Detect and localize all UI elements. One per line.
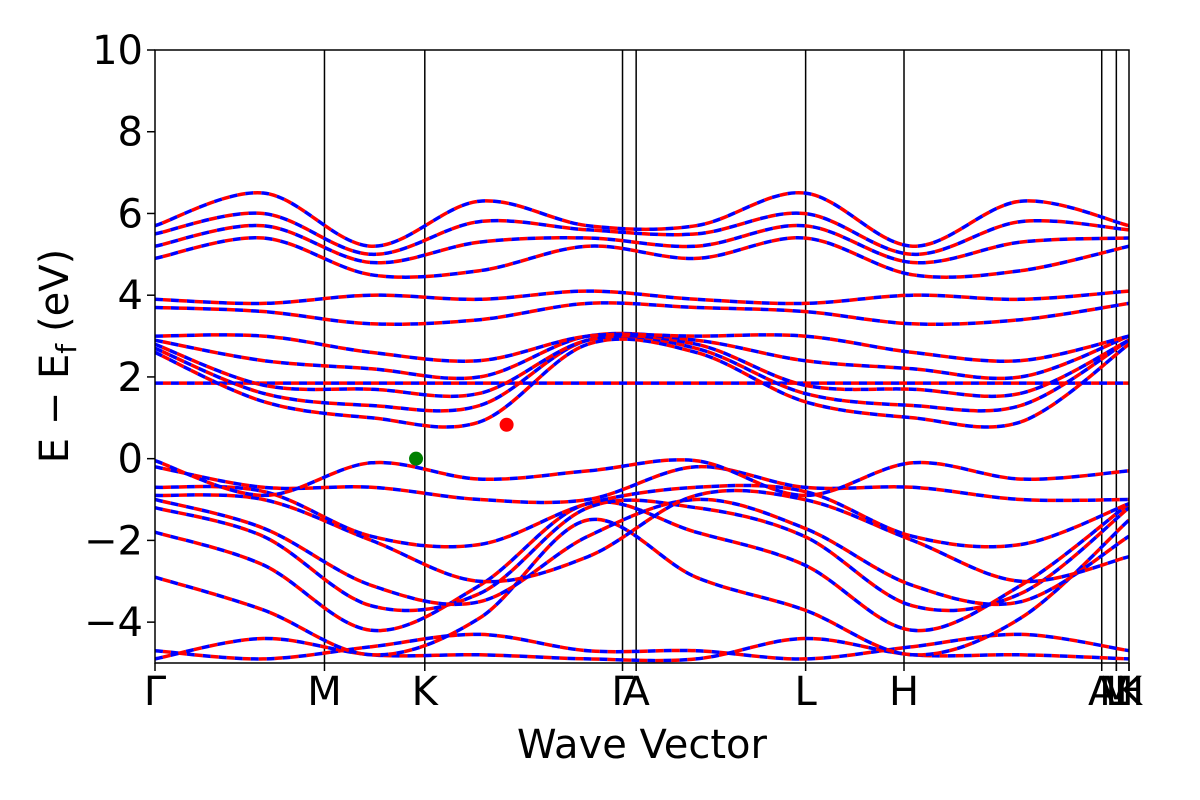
x-tick-label: L (794, 669, 817, 715)
band-line-blue (155, 497, 1129, 607)
band-line-red (155, 223, 1129, 265)
band-line-blue (155, 236, 1129, 279)
band-line-red (155, 498, 1129, 613)
y-tick-label: 10 (92, 28, 143, 74)
x-tick-label: K (412, 669, 440, 715)
band-line-red (155, 332, 1129, 363)
y-axis-ticks: −4 −2 0 2 4 6 8 10 (84, 28, 155, 646)
band-line-red (155, 301, 1129, 326)
extrema-markers (409, 417, 514, 466)
band-line-blue (155, 211, 1129, 257)
band-line-blue (155, 289, 1129, 306)
y-tick-label: 8 (118, 110, 143, 156)
x-tick-label: H (1114, 669, 1144, 715)
band-line-blue (155, 483, 1129, 549)
band-line-blue (155, 301, 1129, 326)
band-line-blue (155, 632, 1129, 661)
y-tick-label: 6 (118, 191, 143, 237)
band-line-red (155, 488, 1129, 584)
y-axis-title-main: E − E (32, 354, 78, 464)
band-line-red (155, 289, 1129, 306)
x-tick-label: K (1116, 669, 1144, 715)
x-tick-label: Γ (611, 669, 634, 715)
band-line-blue (155, 223, 1129, 265)
band-line-red (155, 465, 1129, 505)
band-line-blue (155, 488, 1129, 584)
svg-text:E − Ef(eV): E − Ef (eV) (32, 249, 83, 464)
band-line-blue (155, 498, 1129, 613)
kpoint-divider-lines (323, 50, 1118, 663)
band-line-red (155, 500, 1129, 633)
x-tick-label: L (1105, 669, 1128, 715)
band-line-blue (155, 465, 1129, 505)
band-line-blue (155, 334, 1129, 399)
band-line-red (155, 334, 1129, 399)
y-axis-title-subscript: f (50, 343, 83, 354)
band-line-blue (155, 636, 1129, 663)
plot-background (155, 50, 1129, 663)
x-tick-label: M (1099, 669, 1134, 715)
x-tick-label: M (307, 669, 342, 715)
y-tick-label: 2 (118, 355, 143, 401)
band-line-red (155, 517, 1129, 657)
band-line-red (155, 458, 1129, 498)
x-axis-title: Wave Vector (517, 722, 768, 768)
y-tick-label: 0 (118, 437, 143, 483)
x-tick-label: A (1088, 669, 1116, 715)
band-line-red (155, 497, 1129, 607)
vbm-marker (409, 451, 424, 466)
band-line-blue (155, 332, 1129, 363)
band-line-red (155, 632, 1129, 661)
band-line-blue (155, 191, 1129, 248)
band-lines (155, 191, 1129, 663)
x-tick-label: A (622, 669, 650, 715)
y-axis-title-unit: (eV) (32, 249, 78, 332)
band-line-red (155, 636, 1129, 663)
x-tick-label: H (889, 669, 919, 715)
x-tick-label: Γ (144, 669, 167, 715)
y-tick-label: −4 (84, 600, 143, 646)
band-line-red (155, 483, 1129, 549)
band-line-red (155, 331, 1129, 381)
band-line-red (155, 334, 1129, 413)
band-line-red (155, 191, 1129, 248)
y-tick-label: 4 (118, 273, 143, 319)
y-tick-label: −2 (84, 518, 143, 564)
band-line-blue (155, 458, 1129, 498)
cbm-marker (499, 417, 514, 432)
band-line-blue (155, 337, 1129, 429)
plot-frame (154, 49, 1130, 664)
y-axis-title: E − Ef (eV) (32, 249, 83, 464)
band-line-blue (155, 517, 1129, 657)
